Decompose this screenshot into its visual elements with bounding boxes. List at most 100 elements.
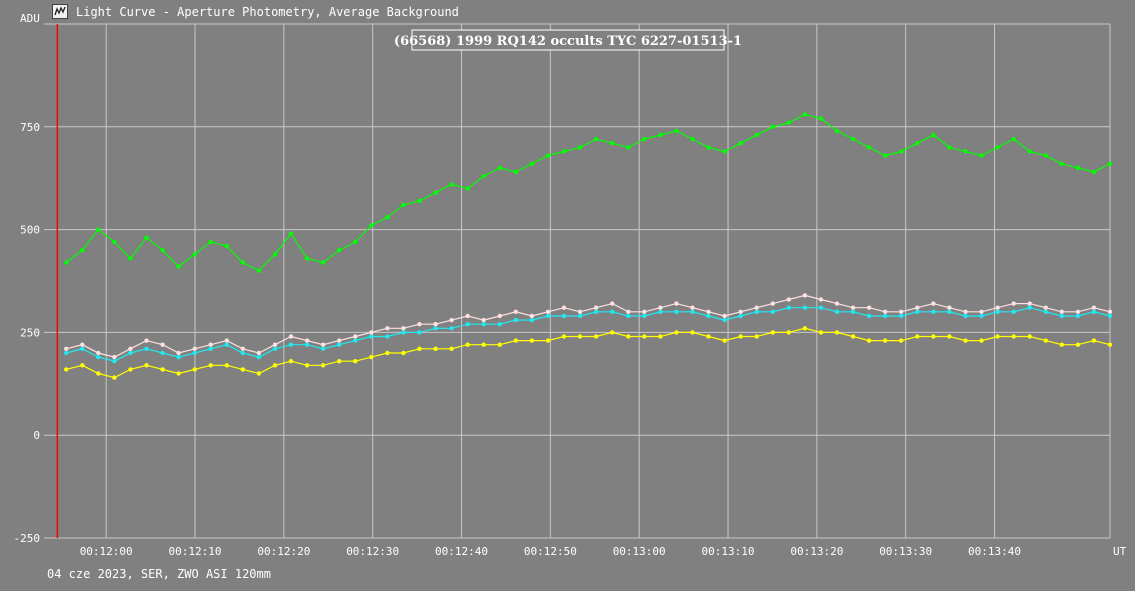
data-point: [626, 313, 631, 319]
data-point: [128, 350, 133, 356]
data-point: [369, 354, 374, 360]
data-point: [433, 326, 438, 331]
series-line: [65, 113, 1111, 272]
data-point: [738, 309, 743, 314]
data-point: [1043, 305, 1049, 310]
data-point: [995, 309, 1000, 314]
data-point: [626, 309, 631, 314]
data-point: [979, 309, 984, 314]
data-point: [481, 173, 486, 179]
data-point: [883, 313, 888, 319]
data-point: [642, 313, 647, 319]
data-point: [963, 313, 968, 319]
data-point: [577, 309, 583, 314]
data-point: [1075, 309, 1081, 314]
data-point: [240, 346, 245, 351]
data-point: [272, 342, 278, 347]
data-point: [979, 153, 984, 158]
data-point: [353, 239, 358, 245]
data-point: [658, 334, 663, 339]
data-point: [192, 367, 197, 372]
data-point: [192, 252, 197, 257]
light-curve-app-icon[interactable]: [52, 4, 68, 19]
x-tick-label: 00:12:50: [524, 545, 577, 558]
data-point: [433, 346, 438, 351]
data-point: [1043, 153, 1049, 158]
data-point: [786, 120, 791, 125]
data-point: [385, 215, 390, 220]
data-point: [866, 338, 872, 343]
x-tick-label: 00:13:10: [702, 545, 755, 558]
y-axis-label: ADU: [20, 12, 40, 25]
data-point: [818, 330, 824, 335]
data-point: [465, 322, 470, 327]
data-point: [80, 248, 85, 253]
data-point: [770, 309, 775, 314]
data-point: [192, 346, 197, 351]
x-tick-label: 00:12:30: [346, 545, 399, 558]
data-point: [176, 354, 181, 360]
data-point: [690, 136, 695, 142]
data-point: [1059, 342, 1065, 347]
data-point: [63, 367, 69, 372]
data-point: [947, 309, 952, 314]
x-tick-label: 00:12:40: [435, 545, 488, 558]
data-point: [176, 350, 181, 356]
data-point: [369, 334, 374, 339]
data-point: [786, 297, 791, 302]
data-point: [224, 338, 229, 343]
data-point: [481, 317, 486, 323]
data-point: [754, 309, 759, 314]
data-point: [513, 309, 518, 314]
data-point: [545, 309, 551, 314]
y-tick-label: 500: [20, 224, 40, 237]
data-point: [706, 309, 711, 314]
data-point: [818, 297, 824, 302]
data-point: [738, 313, 743, 319]
observation-info: 04 cze 2023, SER, ZWO ASI 120mm: [47, 567, 271, 581]
data-point: [931, 301, 936, 306]
data-point: [1059, 313, 1065, 319]
data-point: [754, 132, 759, 138]
data-point: [931, 334, 936, 339]
series-3: [63, 305, 1113, 364]
data-point: [979, 313, 984, 319]
data-point: [577, 313, 583, 319]
data-point: [80, 346, 85, 351]
data-point: [208, 342, 213, 347]
x-tick-label: 00:12:20: [257, 545, 310, 558]
x-axis-label: UT: [1113, 545, 1127, 558]
data-point: [63, 260, 69, 265]
data-point: [369, 223, 374, 228]
data-point: [320, 342, 326, 347]
data-point: [915, 334, 920, 339]
data-point: [706, 145, 711, 150]
data-point: [1059, 161, 1065, 166]
data-point: [433, 322, 438, 327]
data-point: [224, 342, 229, 347]
data-point: [995, 305, 1000, 310]
data-point: [947, 334, 952, 339]
data-point: [786, 305, 791, 310]
data-point: [626, 334, 631, 339]
data-point: [80, 363, 85, 368]
data-point: [513, 338, 518, 343]
x-tick-label: 00:13:00: [613, 545, 666, 558]
data-point: [706, 313, 711, 319]
data-point: [1027, 334, 1032, 339]
data-point: [754, 305, 759, 310]
data-point: [112, 359, 117, 364]
y-tick-labels: -250 0 250 500 750: [14, 121, 41, 545]
data-point: [1107, 161, 1113, 166]
data-point: [690, 330, 695, 335]
data-point: [497, 165, 502, 171]
data-point: [128, 256, 133, 261]
data-point: [465, 313, 470, 319]
data-point: [320, 260, 326, 265]
data-point: [850, 309, 856, 314]
data-point: [1011, 334, 1016, 339]
data-point: [144, 338, 149, 343]
data-point: [272, 363, 278, 368]
data-point: [465, 186, 470, 191]
